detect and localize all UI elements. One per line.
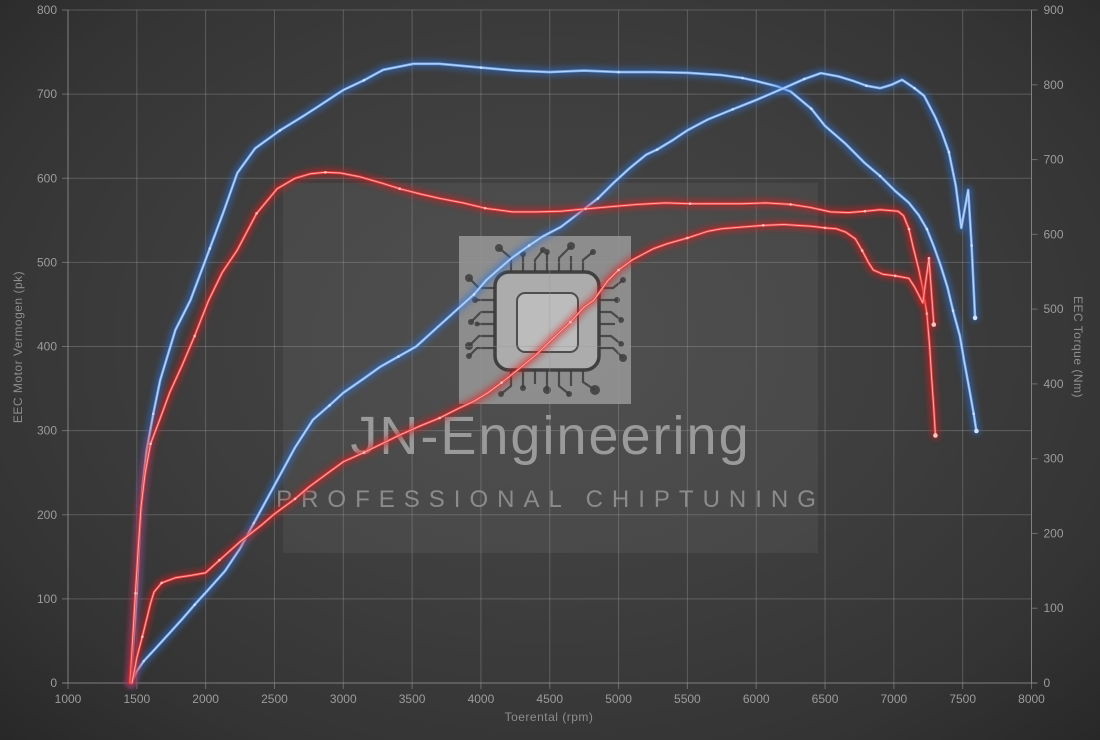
series-endpoint-power-red-run	[931, 322, 937, 327]
svg-text:0: 0	[50, 676, 57, 690]
series-markers-power-blue-run	[142, 77, 973, 663]
svg-text:0: 0	[1044, 676, 1051, 690]
svg-text:700: 700	[37, 87, 57, 101]
series-markers-torque-red-run	[134, 170, 929, 595]
svg-text:600: 600	[1044, 227, 1064, 241]
svg-text:600: 600	[37, 171, 57, 185]
svg-text:200: 200	[1044, 526, 1064, 540]
series-endpoint-torque-red-run	[933, 433, 938, 438]
svg-text:400: 400	[37, 340, 57, 354]
svg-text:200: 200	[37, 508, 57, 522]
svg-text:300: 300	[1044, 452, 1064, 466]
svg-text:400: 400	[1044, 377, 1064, 391]
svg-text:2000: 2000	[192, 692, 219, 706]
tick-labels: 1000 1500 2000 2500 3000 3500 4000 4500 5000 5500…	[37, 3, 1064, 706]
series-torque-blue-run	[126, 59, 981, 688]
svg-text:7500: 7500	[949, 692, 976, 706]
svg-text:6500: 6500	[812, 692, 839, 706]
svg-text:4000: 4000	[468, 692, 495, 706]
series-endpoint-power-blue-run	[972, 315, 978, 321]
series-torque-red-run	[125, 167, 940, 688]
svg-text:900: 900	[1044, 3, 1064, 17]
svg-text:100: 100	[1044, 601, 1064, 615]
svg-text:500: 500	[37, 255, 57, 269]
svg-text:700: 700	[1044, 153, 1064, 167]
svg-text:2500: 2500	[261, 692, 288, 706]
svg-text:8000: 8000	[1018, 692, 1045, 706]
series-power-red-run	[127, 220, 939, 688]
chip-icon	[459, 236, 631, 404]
svg-text:3000: 3000	[330, 692, 357, 706]
svg-text:100: 100	[37, 592, 57, 606]
svg-text:6000: 6000	[743, 692, 770, 706]
svg-text:1500: 1500	[123, 692, 150, 706]
watermark-title: JN-Engineering	[350, 406, 751, 466]
series-endpoint-torque-blue-run	[974, 428, 979, 434]
svg-text:5500: 5500	[674, 692, 701, 706]
svg-text:1000: 1000	[55, 692, 82, 706]
svg-text:4500: 4500	[536, 692, 563, 706]
svg-text:3500: 3500	[399, 692, 426, 706]
svg-text:5000: 5000	[605, 692, 632, 706]
svg-text:500: 500	[1044, 302, 1064, 316]
svg-text:7000: 7000	[881, 692, 908, 706]
svg-text:800: 800	[37, 3, 57, 17]
svg-text:300: 300	[37, 424, 57, 438]
watermark-subtitle: PROFESSIONAL CHIPTUNING	[276, 486, 825, 513]
series-power-blue-run	[126, 68, 980, 688]
series-markers-power-red-run	[141, 224, 931, 639]
svg-text:800: 800	[1044, 78, 1064, 92]
